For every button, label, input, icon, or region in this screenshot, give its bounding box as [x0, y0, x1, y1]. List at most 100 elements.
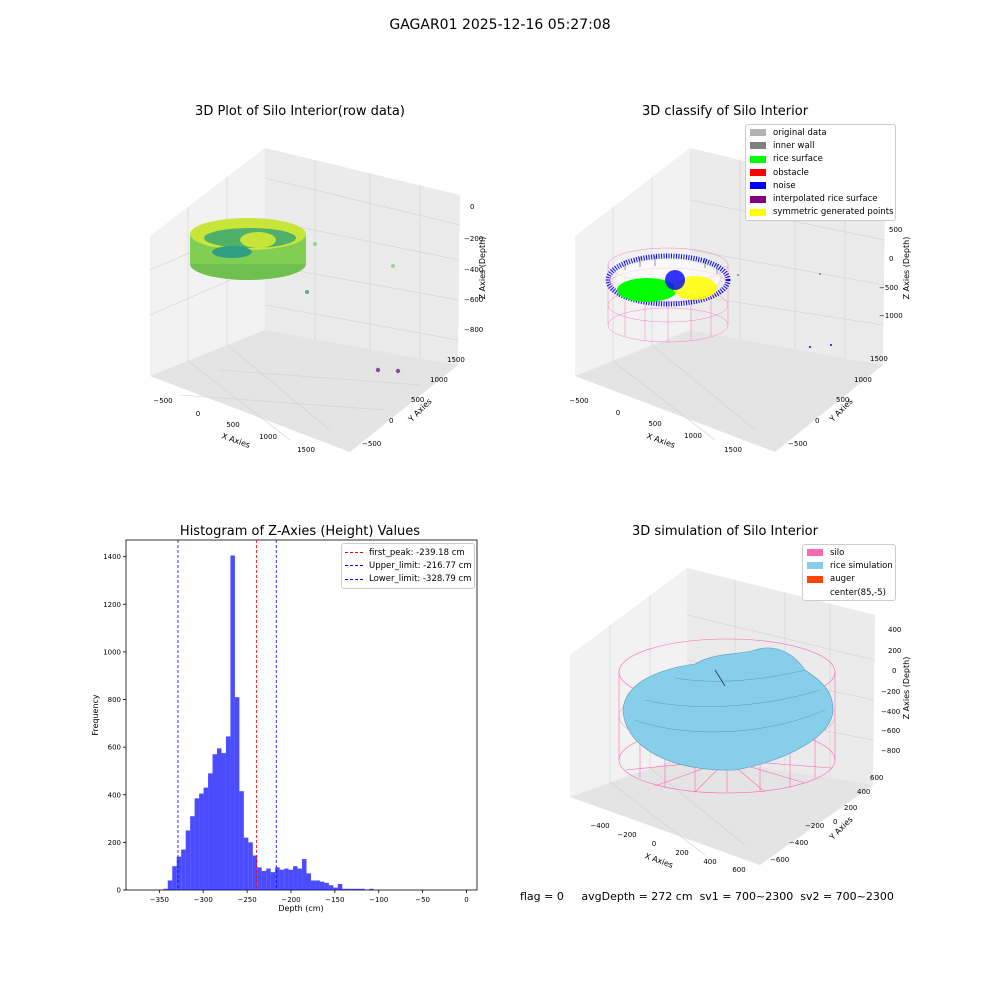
- legend-swatch: [750, 182, 766, 190]
- classify-ztick: −500: [879, 284, 898, 292]
- histogram-bar: [212, 754, 217, 890]
- classify-ytick: 1000: [854, 376, 872, 384]
- pane-back-right: [265, 148, 460, 365]
- legend-line: [345, 565, 363, 567]
- legend-label: Upper_limit: -216.77 cm: [369, 560, 472, 571]
- grid-lines: [149, 160, 461, 441]
- simulation-plot-title: 3D simulation of Silo Interior: [632, 524, 818, 539]
- histogram-bar: [288, 869, 294, 890]
- pane-floor: [570, 755, 873, 865]
- rice-surface-mesh: [634, 669, 826, 733]
- histogram-bar: [279, 869, 285, 890]
- raw-3d-plot: −500 0 500 1000 1500 X Axies −500 0 500 …: [149, 148, 487, 454]
- histogram-bar: [324, 882, 329, 890]
- histogram-bar: [167, 880, 173, 890]
- sim-ytick: 600: [870, 774, 883, 782]
- sim-ytick: −200: [805, 822, 824, 830]
- sim-xtick: 200: [675, 849, 688, 857]
- histogram-bar: [230, 555, 235, 890]
- ytick-label: 1400: [103, 553, 121, 561]
- sim-xlabel: X Axies: [643, 851, 674, 870]
- rice-surface-points: [617, 278, 677, 302]
- legend-label: auger: [830, 574, 855, 585]
- histogram-bar: [243, 837, 249, 890]
- xtick-label: −300: [194, 896, 213, 904]
- sim-ztick: −400: [881, 708, 900, 716]
- raw-xtick: 1500: [297, 446, 315, 454]
- sim-xtick: 600: [732, 866, 745, 874]
- raw-plot-title: 3D Plot of Silo Interior(row data): [195, 104, 405, 119]
- sim-ztick: 400: [888, 626, 901, 634]
- legend-swatch: [807, 562, 823, 570]
- histogram-bar: [302, 859, 307, 890]
- auger-marker: [714, 669, 726, 687]
- xtick-label: −50: [415, 896, 430, 904]
- raw-zlabel: Z Axies (Depth): [478, 237, 487, 300]
- histogram-chart: −350 −300 −250 −200 −150 −100 −50 0 0 200 400 600 8…: [91, 539, 478, 913]
- legend-item-inner-wall: inner wall: [746, 139, 895, 152]
- sim-ylabel: Y Axies: [827, 815, 855, 843]
- classify-xlabel: X Axies: [645, 431, 676, 450]
- histogram-title: Histogram of Z-Axies (Height) Values: [179, 524, 421, 539]
- legend-item-first-peak: first_peak: -239.18 cm: [342, 546, 474, 559]
- classify-xtick: −500: [569, 397, 588, 405]
- legend-swatch: [750, 169, 766, 177]
- noise-point: [830, 344, 832, 346]
- classify-ytick: 500: [836, 396, 849, 404]
- raw-ytick: −500: [362, 440, 381, 448]
- figure-title: GAGAR01 2025-12-16 05:27:08: [389, 17, 611, 33]
- xtick-label: −100: [369, 896, 388, 904]
- histogram-bar: [270, 872, 276, 890]
- histogram-bar: [266, 868, 271, 890]
- ytick-label: 0: [117, 887, 121, 895]
- histogram-bar: [297, 868, 303, 890]
- raw-ytick: 1000: [430, 376, 448, 384]
- ytick-label: 1000: [103, 648, 121, 656]
- histogram-bar: [360, 888, 365, 890]
- raw-xtick: 1000: [259, 433, 277, 441]
- legend-label: silo: [830, 547, 845, 558]
- legend-label: center(85,-5): [830, 587, 886, 598]
- xtick-label: −150: [325, 896, 344, 904]
- histogram-bar: [342, 888, 347, 890]
- classify-ztick: 0: [889, 255, 893, 263]
- classify-ztick: −1000: [879, 312, 903, 320]
- legend-label: inner wall: [773, 140, 815, 151]
- legend-item-auger: auger: [803, 573, 895, 586]
- histogram-legend: first_peak: -239.18 cm Upper_limit: -216…: [341, 543, 475, 589]
- raw-ytick: 0: [389, 417, 393, 425]
- legend-item-lower-limit: Lower_limit: -328.79 cm: [342, 573, 474, 586]
- raw-xtick: 0: [196, 410, 200, 418]
- histogram-bar: [163, 888, 168, 890]
- xtick-label: −250: [237, 896, 256, 904]
- histogram-yticks: 0 200 400 600 800 1000 1200 1400: [103, 553, 126, 895]
- histogram-bar: [194, 798, 200, 890]
- legend-swatch: [750, 129, 766, 137]
- noise-cluster: [665, 270, 685, 290]
- legend-item-upper-limit: Upper_limit: -216.77 cm: [342, 559, 474, 572]
- rice-simulation-surface: [622, 647, 834, 771]
- sim-ytick: −600: [770, 856, 789, 864]
- noise-point: [737, 274, 739, 276]
- raw-ytick: 500: [411, 396, 424, 404]
- histogram-xlabel: Depth (cm): [278, 904, 323, 913]
- legend-swatch: [750, 142, 766, 150]
- legend-item-center: center(85,-5): [803, 586, 895, 599]
- legend-item-obstacle: obstacle: [746, 166, 895, 179]
- raw-outlier-point: [395, 368, 401, 374]
- histogram-bar: [181, 849, 186, 890]
- histogram-bar: [284, 868, 289, 890]
- histogram-bar: [199, 793, 204, 890]
- ytick-label: 200: [108, 839, 121, 847]
- classify-xtick: 1500: [724, 446, 742, 454]
- simulation-legend: silo rice simulation auger center(85,-5): [802, 544, 896, 602]
- legend-item-interpolated: interpolated rice surface: [746, 192, 895, 205]
- sim-ytick: −400: [789, 839, 808, 847]
- raw-point-cloud: [190, 218, 306, 280]
- noise-point: [819, 273, 821, 275]
- sv1-text: sv1 = 700~2300: [699, 890, 794, 903]
- histogram-bar: [225, 736, 231, 890]
- pane-floor: [575, 330, 883, 452]
- histogram-bar: [208, 773, 213, 890]
- histogram-bar: [351, 888, 356, 890]
